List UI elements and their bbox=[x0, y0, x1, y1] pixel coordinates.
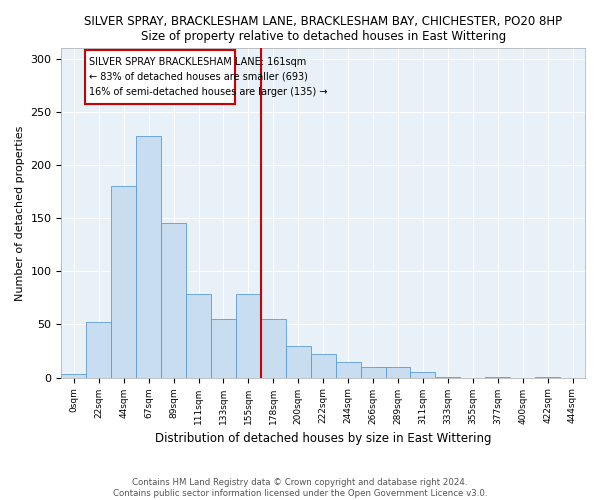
Bar bbox=[186, 294, 211, 378]
Bar bbox=[535, 376, 560, 378]
Bar bbox=[386, 367, 410, 378]
Title: SILVER SPRAY, BRACKLESHAM LANE, BRACKLESHAM BAY, CHICHESTER, PO20 8HP
Size of pr: SILVER SPRAY, BRACKLESHAM LANE, BRACKLES… bbox=[84, 15, 562, 43]
Y-axis label: Number of detached properties: Number of detached properties bbox=[15, 126, 25, 300]
Bar bbox=[85, 50, 235, 104]
X-axis label: Distribution of detached houses by size in East Wittering: Distribution of detached houses by size … bbox=[155, 432, 491, 445]
Bar bbox=[161, 222, 186, 378]
Text: SILVER SPRAY BRACKLESHAM LANE: 161sqm: SILVER SPRAY BRACKLESHAM LANE: 161sqm bbox=[89, 57, 306, 67]
Text: 16% of semi-detached houses are larger (135) →: 16% of semi-detached houses are larger (… bbox=[89, 86, 328, 97]
Bar bbox=[61, 374, 86, 378]
Bar bbox=[211, 319, 236, 378]
Bar bbox=[335, 362, 361, 378]
Bar bbox=[86, 322, 111, 378]
Bar bbox=[410, 372, 436, 378]
Bar bbox=[261, 319, 286, 378]
Bar bbox=[136, 136, 161, 378]
Bar bbox=[236, 294, 261, 378]
Bar bbox=[436, 376, 460, 378]
Bar bbox=[311, 354, 335, 378]
Bar bbox=[485, 376, 510, 378]
Bar bbox=[111, 186, 136, 378]
Text: ← 83% of detached houses are smaller (693): ← 83% of detached houses are smaller (69… bbox=[89, 72, 308, 82]
Bar bbox=[286, 346, 311, 378]
Bar bbox=[361, 367, 386, 378]
Text: Contains HM Land Registry data © Crown copyright and database right 2024.
Contai: Contains HM Land Registry data © Crown c… bbox=[113, 478, 487, 498]
